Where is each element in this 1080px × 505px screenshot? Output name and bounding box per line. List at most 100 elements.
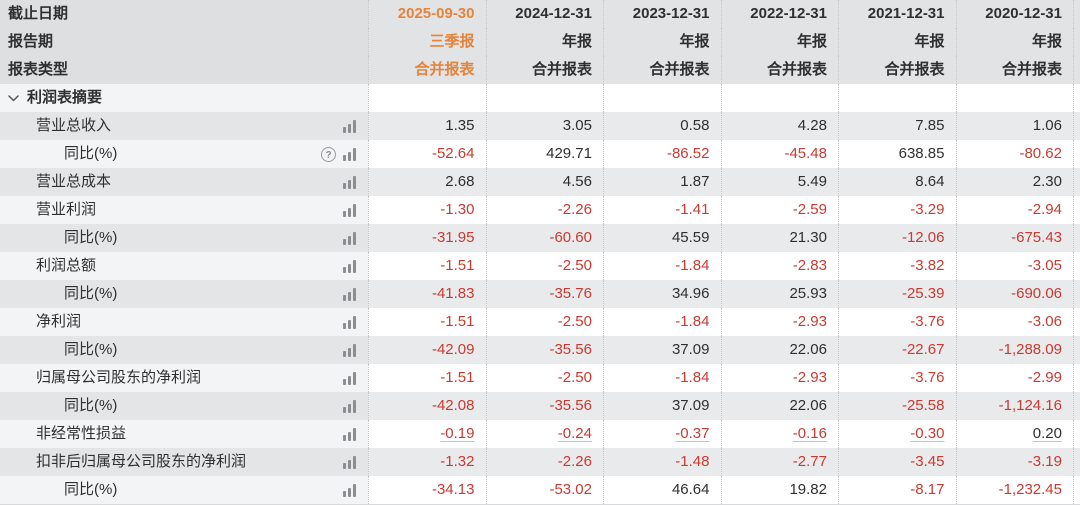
value-text: -80.62 bbox=[1019, 145, 1062, 162]
bar-chart-icon[interactable] bbox=[343, 175, 356, 189]
bar-chart-icon[interactable] bbox=[343, 399, 356, 413]
column-gutter bbox=[1073, 56, 1080, 84]
bar-chart-icon[interactable] bbox=[343, 259, 356, 273]
row-icons bbox=[343, 175, 356, 189]
value-text: -45.48 bbox=[784, 145, 827, 162]
cell-value: 0.58 bbox=[603, 112, 721, 140]
header-cell: 合并报表 bbox=[838, 56, 956, 84]
cell-value: -35.56 bbox=[485, 336, 603, 364]
cell-value: -1,232.45 bbox=[955, 476, 1073, 504]
table-row: 利润总额 -1.51 -2.50 -1.84 -2.83 -3.82 -3.05 bbox=[0, 252, 1080, 280]
cell-value: -0.16 bbox=[720, 420, 838, 448]
value-text: 4.56 bbox=[562, 173, 592, 190]
bar-chart-icon[interactable] bbox=[343, 147, 356, 161]
value-text: -1.51 bbox=[440, 369, 475, 386]
value-text: -2.50 bbox=[557, 313, 592, 330]
chevron-down-icon[interactable] bbox=[8, 94, 19, 102]
cell-value: 5.49 bbox=[720, 168, 838, 196]
table-row: 同比(%) -42.09 -35.56 37.09 22.06 -22.67 -1,288.… bbox=[0, 336, 1080, 364]
section-label-cell[interactable]: 利润表摘要 bbox=[0, 84, 368, 112]
bar-chart-icon[interactable] bbox=[343, 483, 356, 497]
bar-chart-icon[interactable] bbox=[343, 203, 356, 217]
row-label-cell: 同比(%) bbox=[0, 392, 368, 420]
row-label: 营业总成本 bbox=[36, 173, 112, 190]
header-row-label: 报表类型 bbox=[0, 56, 368, 84]
cell-value: -2.50 bbox=[485, 252, 603, 280]
cell-value: 429.71 bbox=[485, 140, 603, 168]
cell-value: -1.51 bbox=[368, 364, 486, 392]
table-row: 归属母公司股东的净利润 -1.51 -2.50 -1.84 -2.93 -3.76 -2.9… bbox=[0, 364, 1080, 392]
bar-chart-icon[interactable] bbox=[343, 455, 356, 469]
cell-value: 46.64 bbox=[603, 476, 721, 504]
cell-value: -1.30 bbox=[368, 196, 486, 224]
cell-value: 34.96 bbox=[603, 280, 721, 308]
value-text: 5.49 bbox=[797, 173, 827, 190]
cell-value: -1.32 bbox=[368, 448, 486, 476]
value-text: -3.19 bbox=[1027, 453, 1062, 470]
cell-value: 4.28 bbox=[720, 112, 838, 140]
column-gutter bbox=[1073, 28, 1080, 56]
row-label: 同比(%) bbox=[64, 341, 118, 358]
value-text: -1,124.16 bbox=[998, 397, 1062, 414]
table-row: 营业总成本 2.68 4.56 1.87 5.49 8.64 2.30 bbox=[0, 168, 1080, 196]
value-text: 19.82 bbox=[789, 481, 827, 498]
cell-value: -2.93 bbox=[720, 364, 838, 392]
value-text: -3.29 bbox=[910, 201, 945, 218]
cell-value: -0.30 bbox=[838, 420, 956, 448]
column-gutter bbox=[1073, 84, 1080, 112]
value-text: -2.59 bbox=[792, 201, 827, 218]
row-icons bbox=[343, 203, 356, 217]
cell-value: -35.76 bbox=[485, 280, 603, 308]
header-cell: 年报 bbox=[603, 28, 721, 56]
bar-chart-icon[interactable] bbox=[343, 427, 356, 441]
row-icons bbox=[343, 427, 356, 441]
value-text: -1.30 bbox=[440, 201, 475, 218]
cell-value: -2.50 bbox=[485, 364, 603, 392]
cell-value: -22.67 bbox=[838, 336, 956, 364]
column-gutter bbox=[1073, 168, 1080, 196]
value-text: -0.37 bbox=[675, 425, 710, 442]
bar-chart-icon[interactable] bbox=[343, 371, 356, 385]
value-text: 2.30 bbox=[1032, 173, 1062, 190]
header-cell: 年报 bbox=[955, 28, 1073, 56]
cell-value: -12.06 bbox=[838, 224, 956, 252]
cell-value: -42.09 bbox=[368, 336, 486, 364]
cell-value: 2.68 bbox=[368, 168, 486, 196]
cell-value: -3.45 bbox=[838, 448, 956, 476]
row-label: 营业总收入 bbox=[36, 117, 112, 134]
cell-value: -2.26 bbox=[485, 196, 603, 224]
cell-value: -3.06 bbox=[955, 308, 1073, 336]
row-label: 归属母公司股东的净利润 bbox=[36, 369, 202, 386]
row-label-cell: 非经常性损益 bbox=[0, 420, 368, 448]
cell-value: -0.19 bbox=[368, 420, 486, 448]
bar-chart-icon[interactable] bbox=[343, 287, 356, 301]
value-text: -2.83 bbox=[792, 257, 827, 274]
table-header: 截止日期 2025-09-30 2024-12-31 2023-12-31 2022-1… bbox=[0, 0, 1080, 84]
row-icons bbox=[343, 371, 356, 385]
column-gutter bbox=[1073, 336, 1080, 364]
column-gutter bbox=[1073, 364, 1080, 392]
row-label-cell: 同比(%) bbox=[0, 280, 368, 308]
value-text: 45.59 bbox=[671, 229, 710, 246]
section-row-income-statement[interactable]: 利润表摘要 bbox=[0, 84, 1080, 112]
value-text: -1.84 bbox=[675, 369, 710, 386]
section-empty-cell bbox=[368, 84, 486, 112]
bar-chart-icon[interactable] bbox=[343, 119, 356, 133]
table-row: 同比(%) -34.13 -53.02 46.64 19.82 -8.17 -1,232.4… bbox=[0, 476, 1080, 504]
bar-chart-icon[interactable] bbox=[343, 343, 356, 357]
value-text: -31.95 bbox=[431, 229, 475, 246]
cell-value: -0.24 bbox=[485, 420, 603, 448]
bar-chart-icon[interactable] bbox=[343, 231, 356, 245]
section-title: 利润表摘要 bbox=[27, 89, 103, 106]
header-cell: 合并报表 bbox=[955, 56, 1073, 84]
bar-chart-icon[interactable] bbox=[343, 315, 356, 329]
row-label-cell: 利润总额 bbox=[0, 252, 368, 280]
question-circle-icon[interactable]: ? bbox=[321, 146, 336, 162]
cell-value: 1.87 bbox=[603, 168, 721, 196]
cell-value: -2.59 bbox=[720, 196, 838, 224]
value-text: -690.06 bbox=[1011, 285, 1062, 302]
table-row: 扣非后归属母公司股东的净利润 -1.32 -2.26 -1.48 -2.77 -3.45 -… bbox=[0, 448, 1080, 476]
value-text: -0.16 bbox=[792, 425, 827, 442]
